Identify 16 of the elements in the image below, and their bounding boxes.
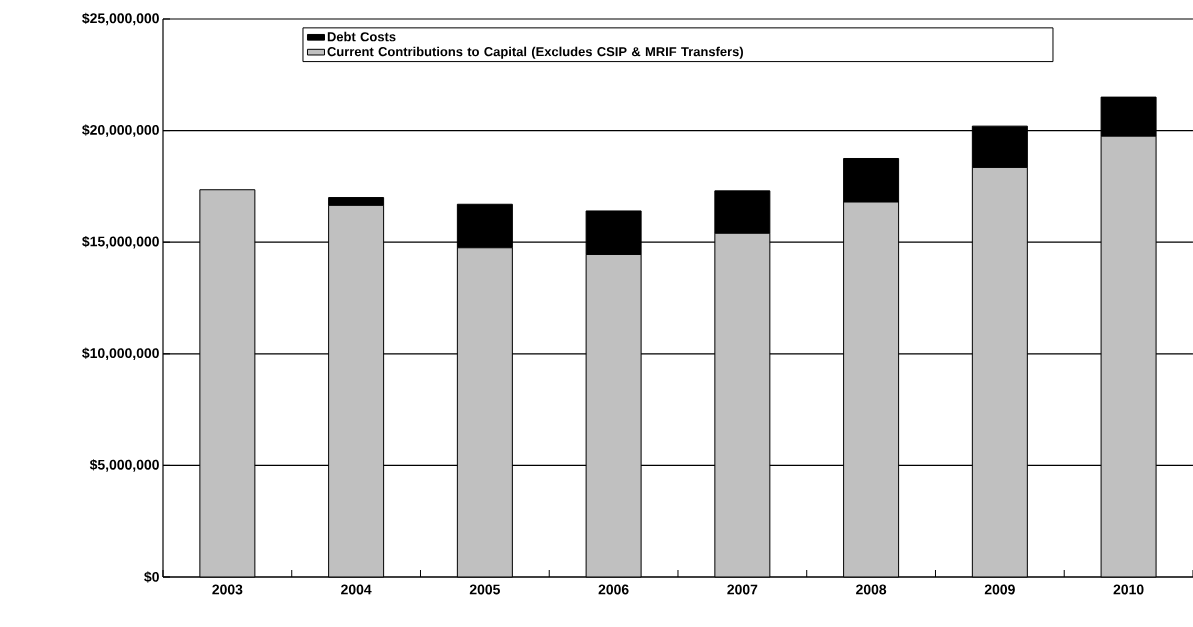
x-tick-label: 2007 (727, 584, 758, 595)
y-tick-label: $0 (144, 571, 159, 583)
legend-label: Current Contributions to Capital (Excludes CSIP & MRIF Transfers) (327, 46, 743, 59)
y-tick-label: $10,000,000 (82, 347, 159, 361)
x-tick-label: 2004 (341, 584, 372, 595)
x-tick-label: 2009 (984, 584, 1015, 595)
x-tick-label: 2006 (598, 584, 629, 595)
x-tick-label: 2010 (1113, 584, 1144, 595)
x-tick-label: 2005 (469, 584, 500, 595)
y-tick-label: $25,000,000 (82, 12, 159, 26)
legend-label: Debt Costs (327, 31, 396, 42)
x-tick-label: 2003 (212, 584, 243, 595)
y-tick-label: $15,000,000 (82, 235, 159, 249)
y-tick-label: $20,000,000 (82, 124, 159, 137)
y-tick-label: $5,000,000 (89, 459, 159, 472)
x-tick-label: 2008 (856, 584, 887, 595)
